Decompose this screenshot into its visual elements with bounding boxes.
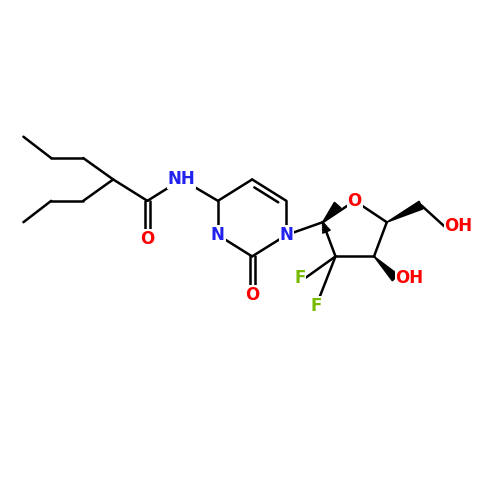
Polygon shape [322,202,341,222]
Text: F: F [294,269,306,287]
Text: OH: OH [396,269,423,287]
Text: O: O [245,286,260,304]
Text: F: F [310,296,322,314]
Text: NH: NH [168,170,196,188]
Text: N: N [280,226,293,244]
Polygon shape [387,202,423,222]
Polygon shape [374,256,398,281]
Text: N: N [211,226,225,244]
Text: O: O [348,192,362,210]
Text: O: O [140,230,154,248]
Text: OH: OH [444,218,472,236]
